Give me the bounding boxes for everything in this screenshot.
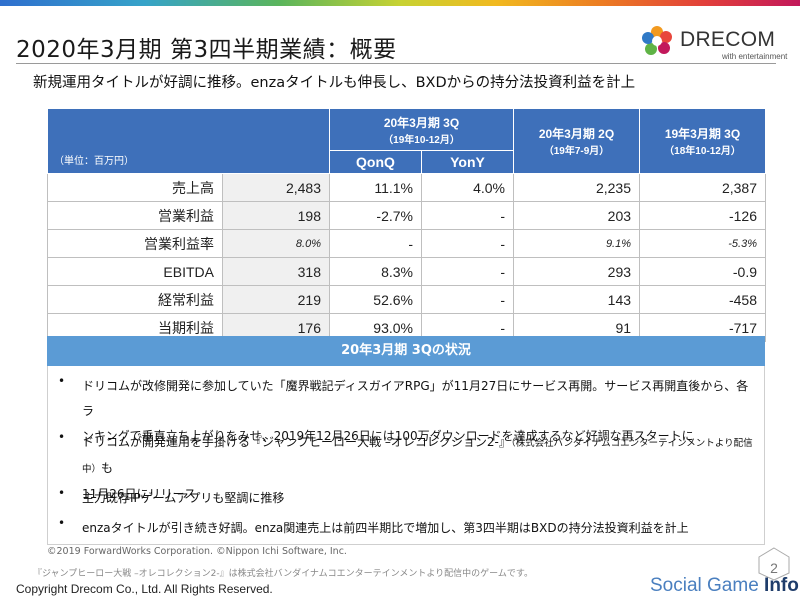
cell-qonq: -2.7% [329, 201, 422, 230]
row-label: EBITDA [47, 257, 223, 286]
cell-prev-year: -458 [639, 285, 767, 314]
distribution-note: 『ジャンプヒーロー大戦 –オレコレクション2-』は株式会社バンダイナムコエンター… [33, 569, 533, 579]
table-row: 営業利益 198 -2.7% -203 -126 [47, 201, 767, 230]
title-divider [16, 63, 776, 64]
cell-current-q: 2,483 [222, 173, 330, 202]
cell-qonq: 52.6% [329, 285, 422, 314]
social-game-info-watermark: Social Game Info [650, 575, 799, 596]
cell-yony: 4.0% [420, 173, 515, 202]
table-row: 経常利益 219 52.6% -143 -458 [47, 285, 767, 314]
cell-prev-q: 203 [513, 201, 641, 230]
col-header-current-q: 20年3月期 3Q （19年10-12月） [328, 108, 515, 151]
copyright-credit: ©2019 ForwardWorks Corporation. ©Nippon … [47, 546, 347, 557]
row-label: 経常利益 [47, 285, 223, 314]
cell-yony: - [420, 229, 515, 258]
table-row: EBITDA 318 8.3% -293 -0.9 [47, 257, 767, 286]
row-label: 売上高 [47, 173, 223, 202]
status-bullets: • ドリコムが改修開発に参加していた「魔界戦記ディスガイアRPG」が11月27日… [47, 366, 765, 545]
cell-prev-q: 2,235 [513, 173, 641, 202]
col-header-qonq: QonQ [329, 150, 422, 174]
logo-tagline: with entertainment [722, 52, 788, 61]
col-header-prev-q: 20年3月期 2Q （19年7-9月） [513, 108, 641, 174]
cell-yony: - [420, 285, 515, 314]
cell-current-q: 219 [222, 285, 330, 314]
cell-prev-q: 293 [513, 257, 641, 286]
table-row: 営業利益率 8.0% - -9.1% -5.3% [47, 229, 767, 258]
drecom-logo: DRECOM with entertainment [640, 24, 790, 64]
row-label: 営業利益率 [47, 229, 223, 258]
cell-yony: - [420, 201, 515, 230]
financial-summary-table: （単位：百万円） 20年3月期 3Q （19年10-12月） 20年3月期 2Q… [47, 108, 767, 342]
cell-current-q: 318 [222, 257, 330, 286]
cell-qonq: 8.3% [329, 257, 422, 286]
flower-logo-icon [642, 26, 672, 55]
table-row: 売上高 2,483 11.1% 4.0% 2,235 2,387 [47, 173, 767, 202]
unit-label: （単位：百万円） [47, 108, 330, 174]
cell-prev-year: -126 [639, 201, 767, 230]
cell-qonq: - [329, 229, 422, 258]
page-number: 2 [770, 560, 778, 576]
cell-current-q: 198 [222, 201, 330, 230]
col-header-prev-year: 19年3月期 3Q （18年10-12月） [639, 108, 767, 174]
cell-prev-year: 2,387 [639, 173, 767, 202]
page-title: 2020年3月期 第3四半期業績：概要 [16, 37, 397, 63]
logo-wordmark: DRECOM [680, 28, 776, 51]
cell-yony: - [420, 257, 515, 286]
cell-prev-q: 143 [513, 285, 641, 314]
cell-prev-q: 9.1% [513, 229, 641, 258]
col-header-yony: YonY [420, 150, 515, 174]
cell-prev-year: -5.3% [639, 229, 767, 258]
cell-prev-year: -0.9 [639, 257, 767, 286]
cell-qonq: 11.1% [329, 173, 422, 202]
cell-current-q: 8.0% [222, 229, 330, 258]
status-heading: 20年3月期 3Qの状況 [47, 336, 765, 366]
page-subtitle: 新規運用タイトルが好調に推移。enzaタイトルも伸長し、BXDからの持分法投資利… [33, 75, 636, 91]
footer-copyright: Copyright Drecom Co., Ltd. All Rights Re… [16, 582, 273, 596]
page-number-badge [758, 547, 790, 581]
top-rainbow-bar [0, 0, 800, 6]
row-label: 営業利益 [47, 201, 223, 230]
